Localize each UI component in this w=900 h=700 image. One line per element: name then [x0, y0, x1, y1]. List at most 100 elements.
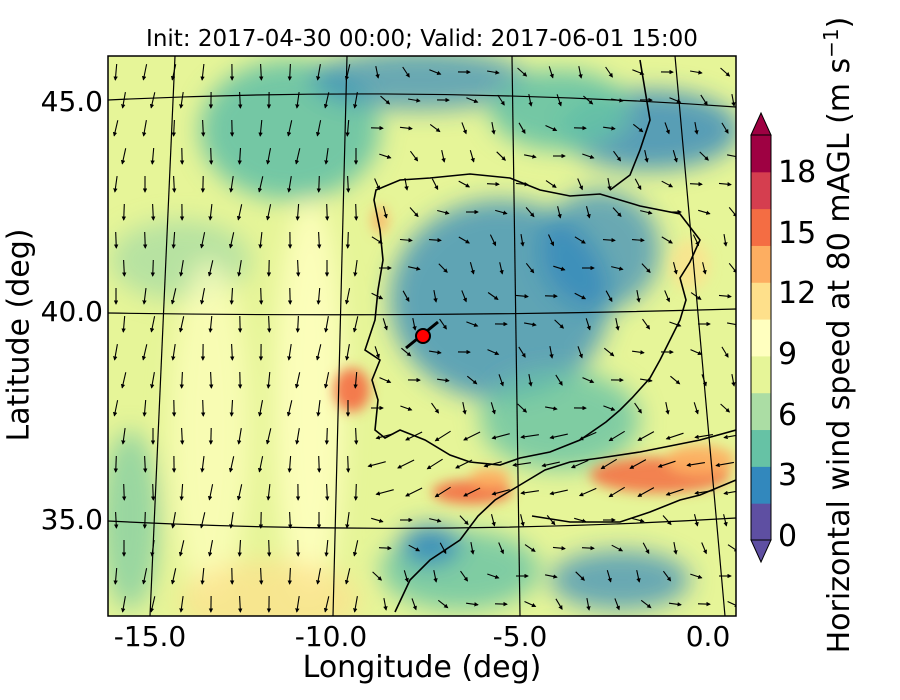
wind-arrow [295, 92, 300, 109]
wind-arrow [577, 346, 583, 359]
wind-arrow [466, 321, 479, 327]
colorbar-segment [751, 503, 771, 541]
wind-arrow [426, 458, 443, 470]
wind-arrow [672, 262, 678, 275]
wind-arrow [229, 176, 234, 193]
wind-arrow [315, 344, 322, 361]
wind-arrow [345, 344, 350, 361]
wind-arrow [458, 180, 471, 188]
wind-arrow [296, 259, 301, 277]
wind-arrow [581, 545, 595, 551]
wind-arrow [295, 596, 300, 613]
wind-arrow [657, 460, 676, 468]
wind-arrow [208, 147, 214, 165]
wind-arrow [611, 544, 624, 552]
wind-arrow [344, 64, 351, 81]
wind-arrow [556, 94, 562, 107]
wind-arrow [151, 203, 156, 221]
wind-arrow [287, 176, 292, 193]
wind-arrow [431, 402, 440, 414]
wind-arrow [266, 484, 271, 501]
wind-arrow [438, 263, 448, 273]
wind-arrow [574, 236, 586, 244]
colorbar-label-text: Horizontal wind speed at 80 mAGL (m s [822, 57, 857, 654]
wind-arrow [200, 399, 206, 417]
wind-arrow [171, 119, 176, 137]
wind-arrow [199, 512, 206, 529]
coastlines [364, 59, 736, 613]
wind-arrow [700, 94, 708, 106]
wind-arrow [113, 63, 118, 81]
wind-arrow [611, 98, 624, 103]
x-tick-label: -10.0 [294, 620, 368, 653]
wind-arrow [439, 542, 447, 555]
wind-arrow [694, 121, 699, 135]
wind-arrow [375, 433, 394, 440]
wind-arrow [723, 514, 728, 527]
x-tick-label: -5.0 [492, 620, 548, 653]
wind-arrow [578, 431, 597, 441]
wind-arrow [200, 63, 205, 81]
colorbar-tick-label: 15 [778, 216, 817, 251]
wind-arrow [120, 148, 127, 165]
wind-arrow [344, 288, 351, 305]
wind-arrow [207, 539, 214, 557]
wind-arrow [718, 182, 732, 187]
wind-arrow [352, 540, 359, 557]
wind-arrow [287, 63, 292, 81]
wind-arrow [352, 316, 359, 333]
wind-arrow [586, 597, 591, 611]
wind-arrow [344, 568, 351, 585]
wind-arrow [287, 455, 292, 473]
wind-arrow [142, 399, 147, 417]
wind-arrow [371, 517, 384, 523]
wind-arrow [582, 153, 595, 159]
wind-arrow [555, 374, 563, 386]
wind-arrow [547, 234, 555, 247]
wind-arrow [720, 67, 731, 77]
wind-arrow [402, 66, 410, 78]
wind-arrow [371, 292, 384, 300]
wind-arrow [179, 371, 184, 389]
wind-arrow [149, 316, 156, 333]
wind-arrow [718, 294, 732, 299]
wind-arrow [412, 317, 417, 331]
wind-arrow [409, 207, 419, 218]
wind-arrow [520, 490, 539, 495]
wind-arrow [267, 315, 272, 333]
wind-arrow [463, 487, 481, 497]
colorbar-segment [751, 245, 771, 283]
wind-arrow [401, 347, 412, 357]
wind-arrow [286, 120, 293, 137]
wind-arrow [397, 459, 415, 469]
colorbar-segment [751, 466, 771, 504]
wind-arrow [545, 124, 558, 132]
wind-arrow [575, 571, 585, 581]
wind-arrow [149, 92, 156, 109]
wind-arrow [179, 260, 184, 277]
wind-arrow [113, 344, 118, 361]
y-tick-label: 35.0 [40, 503, 103, 536]
wind-arrow [455, 459, 473, 469]
wind-arrow [429, 518, 442, 523]
wind-arrow [517, 67, 528, 77]
wind-arrow [229, 287, 234, 305]
wind-arrow [429, 69, 442, 75]
wind-arrow [399, 238, 413, 243]
wind-arrow [629, 459, 647, 469]
wind-arrow [207, 484, 214, 501]
wind-vectors [112, 63, 736, 613]
wind-arrow [692, 234, 700, 247]
wind-arrow [353, 596, 358, 613]
wind-arrow [237, 147, 242, 165]
wind-arrow [142, 288, 147, 305]
wind-arrow [673, 541, 678, 555]
wind-arrow [641, 263, 651, 274]
colorbar-segment [751, 282, 771, 320]
wind-arrow [636, 569, 641, 583]
wind-arrow [259, 63, 264, 81]
wind-arrow [672, 150, 678, 163]
wind-arrow [121, 315, 126, 333]
wind-arrow [287, 567, 292, 585]
wind-arrow [404, 177, 409, 191]
